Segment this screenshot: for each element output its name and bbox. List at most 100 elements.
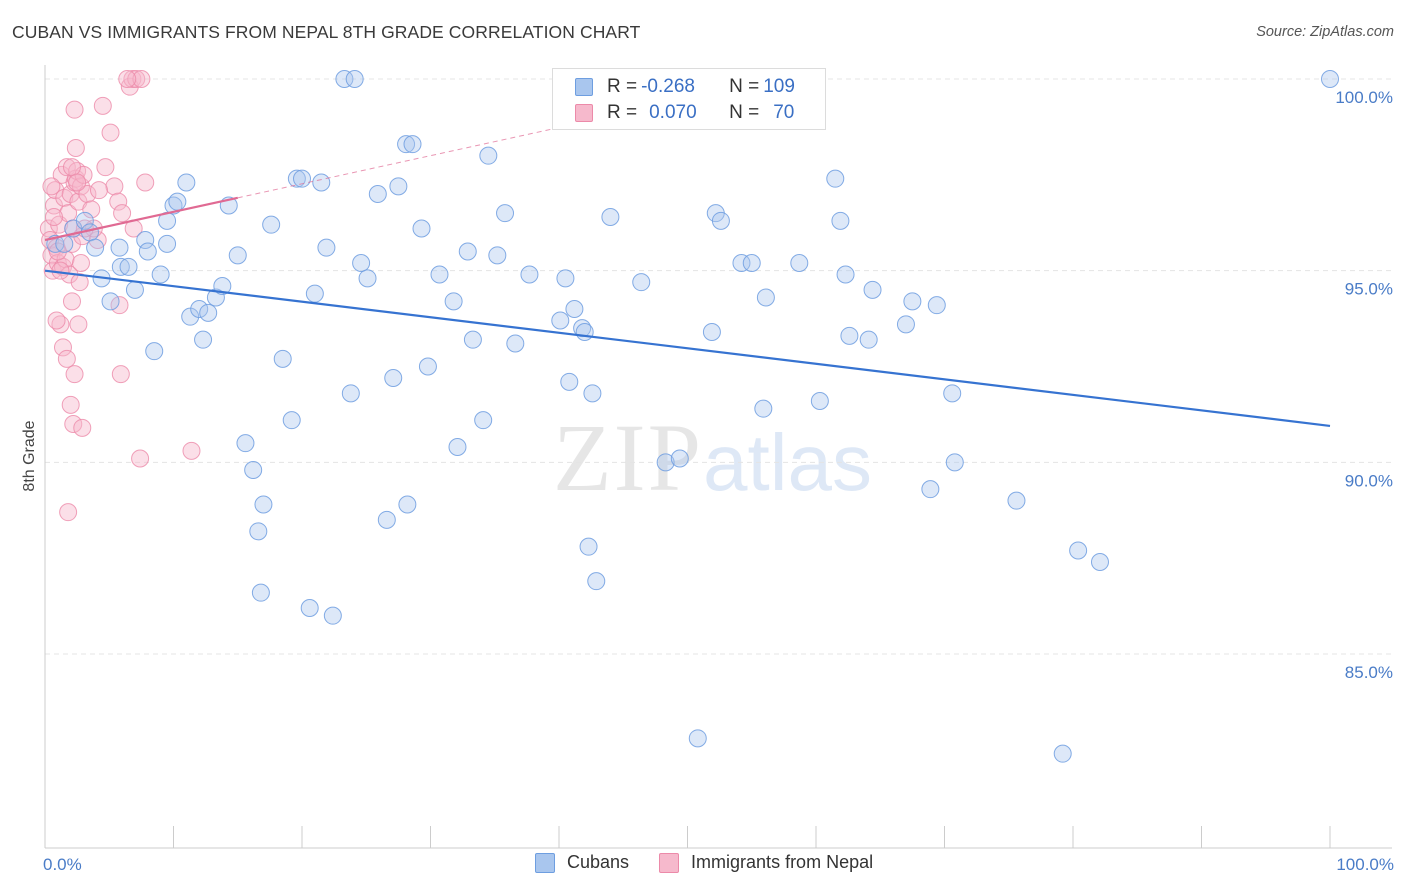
nepal-point (65, 100, 84, 119)
cuban-point (345, 70, 364, 88)
cuban-point (601, 208, 620, 226)
cuban-point (943, 384, 962, 403)
nepal-point (69, 315, 88, 334)
nepal-point (131, 449, 150, 468)
cuban-point (177, 173, 196, 192)
nepal-point (82, 200, 101, 219)
cuban-point (293, 169, 311, 188)
nepal-point (53, 338, 72, 357)
cuban-point (756, 288, 775, 307)
cuban-point (754, 399, 773, 418)
nepal-point (62, 292, 81, 311)
nepal-point (113, 204, 132, 223)
cuban-point (945, 453, 964, 472)
r-label: R = (607, 102, 638, 123)
n-value: 109 (763, 76, 795, 97)
cuban-point (921, 480, 940, 499)
cuban-point (282, 411, 301, 430)
nepal-point (73, 418, 92, 437)
series-legend: Cubans Immigrants from Nepal (535, 852, 903, 873)
nepal-trendline (44, 196, 238, 242)
cuban-point (305, 284, 324, 303)
cuban-point (119, 257, 138, 276)
watermark-zip: ZIP (553, 404, 703, 511)
cuban-point (190, 300, 209, 318)
cuban-point (125, 280, 144, 299)
stats-legend: R = -0.268 N = 109 R = 0.070 N = 70 (552, 68, 826, 130)
cuban-point (323, 606, 342, 625)
cuban-point (810, 392, 829, 410)
cuban-point (341, 384, 360, 403)
cuban-point (403, 135, 422, 154)
cuban-point (412, 219, 431, 238)
nepal-point (70, 273, 89, 292)
y-tick-label: 100.0% (1335, 88, 1393, 107)
nepal-point (47, 311, 66, 330)
nepal-point (56, 250, 75, 269)
cuban-point (903, 292, 922, 311)
cuban-point (287, 169, 306, 188)
cuban-point (262, 215, 281, 234)
nepal-point (109, 192, 128, 211)
nepal-point (66, 139, 85, 157)
cuban-point (587, 572, 606, 591)
cuban-point (384, 369, 403, 387)
cuban-point (358, 269, 377, 288)
cuban-point (670, 449, 689, 468)
nepal-point (44, 208, 63, 226)
legend-item-nepal[interactable]: Immigrants from Nepal (659, 852, 873, 873)
cuban-point (206, 288, 225, 307)
cuban-point (520, 265, 539, 284)
cuban-point (632, 273, 651, 292)
cuban-point (506, 334, 525, 353)
cuban-point (244, 461, 263, 479)
nepal-point (89, 181, 108, 200)
nepal-point (61, 395, 80, 414)
nepal-point (64, 415, 83, 433)
cuban-point (199, 303, 218, 322)
cuban-point (1321, 70, 1339, 88)
cuban-point (273, 349, 292, 368)
n-label: N = (729, 102, 760, 123)
cuban-point (1053, 744, 1072, 763)
cuban-point (556, 269, 575, 288)
cuban-point (213, 277, 232, 295)
nepal-point (182, 441, 201, 460)
chart-title: CUBAN VS IMMIGRANTS FROM NEPAL 8TH GRADE… (12, 22, 641, 42)
cuban-point (138, 242, 157, 261)
cuban-point (181, 307, 200, 326)
n-value: 70 (773, 102, 795, 123)
nepal-point (39, 219, 58, 238)
cuban-point (389, 177, 408, 196)
y-tick-label: 95.0% (1345, 280, 1393, 299)
nepal-point (105, 177, 124, 196)
nepal-points (39, 70, 201, 522)
cuban-point (859, 330, 878, 349)
cuban-point (136, 231, 155, 249)
cuban-point (742, 254, 761, 272)
cuban-point (300, 599, 319, 617)
cuban-point (560, 372, 579, 391)
cuban-point (418, 357, 437, 376)
cuban-point (711, 211, 730, 230)
cuban-point (317, 238, 336, 257)
cuban-point (430, 265, 449, 284)
cuban-points (46, 70, 1339, 763)
cuban-point (194, 330, 213, 349)
legend-item-cubans[interactable]: Cubans (535, 852, 629, 873)
cuban-point (444, 292, 463, 311)
cuban-point (352, 254, 371, 272)
cuban-point (863, 280, 882, 299)
cuban-point (551, 311, 570, 330)
cuban-point (579, 537, 598, 556)
cuban-point (826, 169, 845, 188)
cuban-point (688, 729, 707, 748)
cuban-point (458, 242, 477, 261)
cuban-point (565, 300, 584, 318)
cuban-point (151, 265, 170, 284)
nepal-legend-swatch (659, 852, 680, 873)
cuban-point (377, 510, 396, 529)
cuban-point (732, 254, 751, 272)
cuban-point (312, 173, 331, 192)
cubans-swatch (575, 78, 593, 96)
